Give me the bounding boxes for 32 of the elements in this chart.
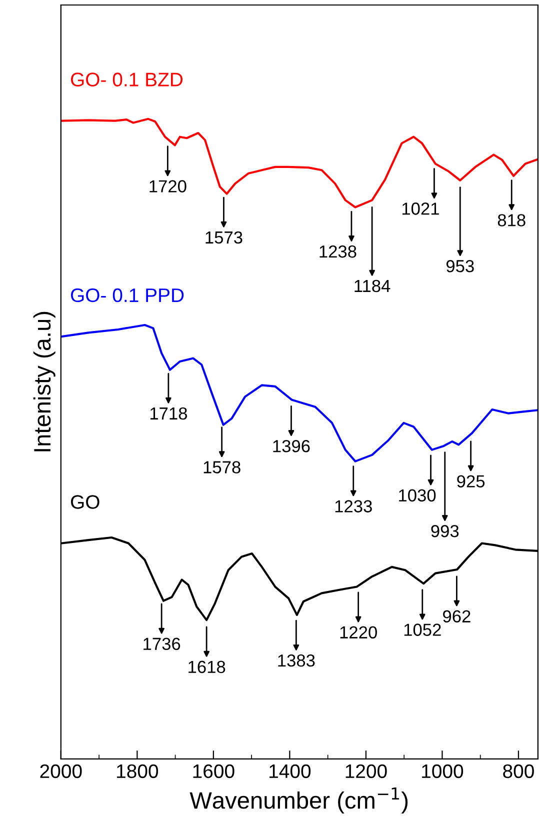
x-tick-label: 1000 (422, 764, 464, 778)
annotation: 1720 (150, 180, 186, 192)
annotation: 1052 (404, 624, 441, 636)
annotation: 1396 (273, 440, 310, 452)
annotation: 993 (431, 524, 459, 538)
annotation: 1238 (320, 245, 356, 258)
annotation: 1220 (340, 626, 377, 639)
series-label: GO (70, 495, 100, 509)
annotation: 1021 (402, 202, 439, 215)
annotation: 1618 (188, 660, 226, 674)
annotation: 1573 (206, 231, 242, 244)
series-label: GO- 0.1 BZD (70, 72, 183, 86)
x-tick-label: 1800 (117, 764, 158, 778)
annotation: 818 (498, 214, 526, 226)
annotation: 1736 (144, 638, 180, 650)
annotation: 1030 (399, 489, 436, 502)
x-tick-label: 1200 (346, 764, 387, 778)
annotation: 962 (443, 610, 470, 623)
y-axis-title: Intenisty (a.u) (33, 312, 56, 452)
x-tick-label: 2000 (40, 764, 82, 778)
annotation: 925 (457, 475, 485, 488)
x-tick-label: 800 (503, 764, 534, 778)
x-tick-label: 1400 (270, 764, 311, 778)
annotation: 953 (446, 260, 474, 272)
annotation: 1578 (204, 461, 240, 474)
annotation: 1383 (278, 654, 315, 667)
annotation: 1233 (335, 500, 372, 512)
annotation: 1184 (354, 280, 390, 292)
series-label: GO- 0.1 PPD (70, 288, 184, 302)
x-axis-title: Wavenumber (cm$^{−1}$) (190, 787, 408, 814)
annotation: 1718 (150, 407, 187, 420)
x-tick-label: 1600 (193, 764, 234, 778)
